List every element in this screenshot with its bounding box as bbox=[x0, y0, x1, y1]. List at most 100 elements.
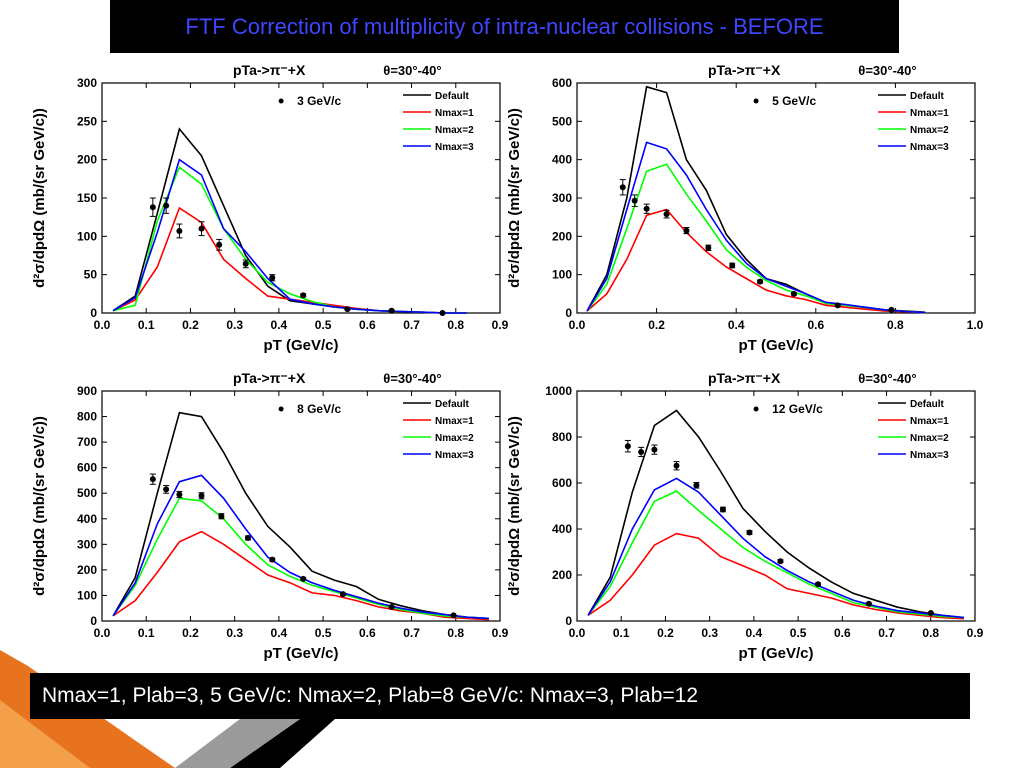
y-tick-label: 300 bbox=[77, 537, 97, 551]
y-tick-label: 200 bbox=[552, 568, 572, 582]
data-point bbox=[340, 591, 347, 598]
x-tick-label: 0.3 bbox=[701, 626, 718, 640]
x-tick-label: 0.8 bbox=[887, 318, 904, 332]
y-tick-label: 900 bbox=[77, 384, 97, 398]
angle-label: θ=30°-40° bbox=[858, 371, 916, 386]
data-point bbox=[683, 227, 690, 234]
data-point bbox=[450, 612, 457, 619]
x-tick-label: 0.4 bbox=[728, 318, 745, 332]
data-point bbox=[163, 202, 170, 209]
x-tick-label: 0.0 bbox=[94, 318, 111, 332]
y-tick-label: 800 bbox=[77, 410, 97, 424]
series-line-nmax3 bbox=[112, 158, 467, 314]
y-tick-label: 1000 bbox=[545, 384, 572, 398]
legend-label: Nmax=1 bbox=[910, 416, 949, 427]
y-tick-label: 800 bbox=[552, 430, 572, 444]
y-tick-label: 0 bbox=[565, 614, 572, 628]
series-line-default bbox=[587, 409, 964, 619]
data-point bbox=[777, 558, 784, 565]
legend-label: Nmax=1 bbox=[435, 108, 474, 119]
legend-label: Default bbox=[435, 399, 470, 410]
data-point bbox=[198, 492, 205, 499]
data-point bbox=[269, 274, 276, 281]
legend-label: Default bbox=[910, 399, 945, 410]
x-tick-label: 0.1 bbox=[138, 626, 155, 640]
data-point bbox=[865, 600, 872, 607]
angle-label: θ=30°-40° bbox=[383, 63, 441, 78]
reaction-label: pTa->π⁻+X bbox=[233, 370, 306, 386]
y-tick-label: 400 bbox=[552, 153, 572, 167]
data-point bbox=[198, 225, 205, 232]
x-tick-label: 1.0 bbox=[967, 318, 984, 332]
legend-label: Nmax=2 bbox=[435, 433, 474, 444]
x-tick-label: 0.1 bbox=[138, 318, 155, 332]
x-tick-label: 0.2 bbox=[648, 318, 665, 332]
x-tick-label: 0.6 bbox=[807, 318, 824, 332]
series-line-nmax2 bbox=[586, 163, 926, 314]
data-point bbox=[244, 534, 251, 541]
y-axis-label: d²σ/dpdΩ (mb/(sr GeV/c)) bbox=[506, 416, 523, 596]
x-tick-label: 0.8 bbox=[922, 626, 939, 640]
x-tick-label: 0.2 bbox=[657, 626, 674, 640]
x-axis-label: pT (GeV/c) bbox=[263, 337, 338, 354]
y-tick-label: 700 bbox=[77, 435, 97, 449]
x-tick-label: 0.5 bbox=[790, 626, 807, 640]
series-line-nmax1 bbox=[112, 206, 467, 314]
data-point bbox=[927, 609, 934, 616]
legend-label: Nmax=2 bbox=[910, 433, 949, 444]
data-point bbox=[269, 556, 276, 563]
data-legend-marker bbox=[278, 406, 284, 412]
y-tick-label: 0 bbox=[565, 306, 572, 320]
y-tick-label: 600 bbox=[552, 76, 572, 90]
x-tick-label: 0.6 bbox=[359, 318, 376, 332]
y-tick-label: 100 bbox=[552, 268, 572, 282]
data-point bbox=[757, 278, 764, 285]
data-legend-marker bbox=[753, 98, 759, 104]
data-point bbox=[663, 211, 670, 218]
x-tick-label: 0.8 bbox=[447, 318, 464, 332]
data-point bbox=[176, 227, 183, 234]
chart-panel-8gev: 0.0 0.1 0.2 0.3 0.4 0.5 0.6 0.7 0.8 0.9 0 100 200 300… bbox=[30, 366, 520, 671]
x-tick-label: 0.3 bbox=[226, 318, 243, 332]
black-ribbon bbox=[230, 719, 335, 768]
y-axis-label: d²σ/dpdΩ (mb/(sr GeV/c)) bbox=[506, 108, 523, 288]
x-tick-label: 0.6 bbox=[834, 626, 851, 640]
chart-panel-5gev: 0.0 0.2 0.4 0.6 0.8 1.0 0 100 200 300 400 500 600 pT … bbox=[505, 58, 995, 363]
data-point bbox=[149, 204, 156, 211]
orange-ribbon-light bbox=[0, 700, 90, 768]
data-point bbox=[631, 197, 638, 204]
legend-label: Default bbox=[910, 91, 945, 102]
legend-label: Nmax=3 bbox=[435, 142, 474, 153]
chart-8gev: 0.0 0.1 0.2 0.3 0.4 0.5 0.6 0.7 0.8 0.9 0 100 200 300… bbox=[31, 370, 509, 662]
data-point bbox=[619, 184, 626, 191]
x-tick-label: 0.0 bbox=[569, 318, 586, 332]
data-point bbox=[638, 448, 645, 455]
data-point bbox=[218, 513, 225, 520]
data-point bbox=[149, 476, 156, 483]
series-line-default bbox=[112, 411, 489, 620]
x-axis-label: pT (GeV/c) bbox=[738, 645, 813, 662]
y-tick-label: 200 bbox=[552, 229, 572, 243]
data-point bbox=[790, 290, 797, 297]
x-tick-label: 0.7 bbox=[403, 626, 420, 640]
y-tick-label: 150 bbox=[77, 191, 97, 205]
data-legend-label: 12 GeV/c bbox=[772, 402, 823, 416]
x-tick-label: 0.9 bbox=[492, 318, 509, 332]
legend-label: Nmax=1 bbox=[910, 108, 949, 119]
x-axis-label: pT (GeV/c) bbox=[263, 645, 338, 662]
series-line-nmax2 bbox=[587, 490, 964, 619]
y-tick-label: 400 bbox=[77, 512, 97, 526]
plot-frame bbox=[101, 390, 501, 622]
grey-ribbon bbox=[175, 719, 300, 768]
x-tick-label: 0.0 bbox=[94, 626, 111, 640]
chart-3gev: 0.0 0.1 0.2 0.3 0.4 0.5 0.6 0.7 0.8 0.9 0 50 100 150 2… bbox=[31, 62, 509, 354]
y-tick-label: 0 bbox=[90, 306, 97, 320]
y-tick-label: 0 bbox=[90, 614, 97, 628]
x-tick-label: 0.1 bbox=[613, 626, 630, 640]
x-tick-label: 0.4 bbox=[271, 626, 288, 640]
x-tick-label: 0.9 bbox=[967, 626, 984, 640]
legend-label: Nmax=2 bbox=[910, 125, 949, 136]
data-point bbox=[705, 244, 712, 251]
series-line-nmax3 bbox=[587, 477, 964, 619]
x-tick-label: 0.5 bbox=[315, 318, 332, 332]
